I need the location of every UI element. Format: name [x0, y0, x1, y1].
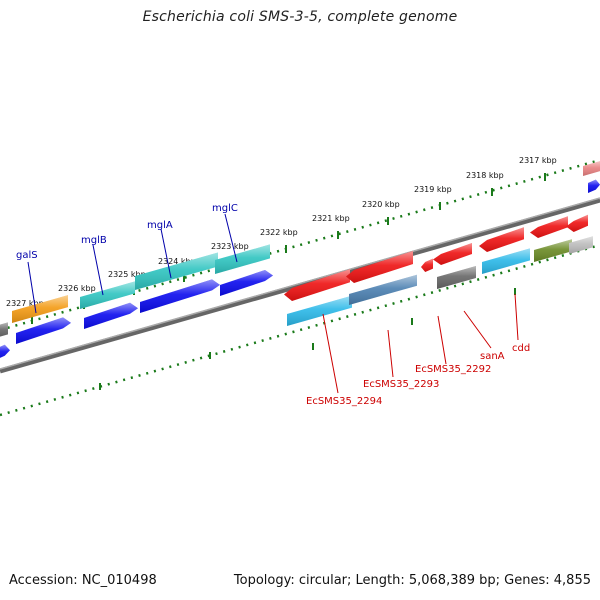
ruler-label: 2322 kbp — [260, 228, 298, 237]
gene-feature-gloss — [482, 248, 530, 274]
ruler-label: 2326 kbp — [58, 284, 96, 293]
gene-feature-gloss — [84, 302, 138, 329]
ruler-label: 2318 kbp — [466, 171, 504, 180]
ruler-label: 2320 kbp — [362, 200, 400, 209]
gene-feature-gloss — [349, 274, 417, 305]
gene-feature-gloss — [0, 322, 8, 337]
gene-feature-gloss — [220, 269, 273, 296]
gene-feature-gloss — [479, 227, 524, 252]
forward-gene-labels: galS mglB mglA mglC — [16, 203, 238, 261]
gene-feature-gloss — [140, 279, 220, 313]
ruler-label: 2325 kbp — [108, 270, 146, 279]
label-leaders — [27, 213, 519, 394]
gene-feature-gloss — [80, 281, 135, 309]
gene-feature-gloss — [566, 214, 588, 232]
gene-feature-gloss — [0, 344, 10, 358]
gene-feature-gloss — [569, 236, 593, 254]
ruler-label: 2321 kbp — [312, 214, 350, 223]
accession-text: Accession: NC_010498 — [9, 573, 157, 588]
gene-label-cdd[interactable]: cdd — [512, 343, 530, 354]
gene-label-mglA[interactable]: mglA — [147, 220, 173, 231]
gene-label-EcSMS35_2293[interactable]: EcSMS35_2293 — [363, 379, 439, 390]
gene-feature-gloss — [16, 317, 71, 344]
gene-label-mglB[interactable]: mglB — [81, 235, 107, 246]
ruler-label: 2319 kbp — [414, 185, 452, 194]
gene-label-EcSMS35_2294[interactable]: EcSMS35_2294 — [306, 396, 382, 407]
gene-feature-gloss — [433, 242, 472, 265]
gene-label-mglC[interactable]: mglC — [212, 203, 238, 214]
gene-feature-gloss — [12, 295, 68, 323]
genome-title: Escherichia coli SMS-3-5, complete genom… — [142, 9, 458, 25]
gene-features — [0, 161, 600, 358]
gene-feature-gloss — [284, 269, 350, 301]
gene-feature-gloss — [530, 216, 568, 238]
gene-feature-gloss — [437, 265, 476, 289]
gene-feature-gloss — [215, 244, 270, 274]
reverse-gene-labels: cdd sanA EcSMS35_2292 EcSMS35_2293 EcSMS… — [306, 343, 530, 407]
gene-feature-gloss — [135, 252, 218, 290]
gene-label-sanA[interactable]: sanA — [480, 351, 505, 362]
gene-feature-gloss — [287, 295, 352, 326]
ruler-label: 2317 kbp — [519, 156, 557, 165]
ruler-label: 2327 kbp — [6, 299, 44, 308]
gene-label-EcSMS35_2292[interactable]: EcSMS35_2292 — [415, 364, 491, 375]
gene-label-galS[interactable]: galS — [16, 250, 38, 261]
gene-feature-gloss — [346, 251, 413, 283]
genome-summary: Topology: circular; Length: 5,068,389 bp… — [233, 573, 591, 588]
gene-feature-gloss — [421, 258, 433, 272]
reverse-ruler — [0, 243, 600, 417]
ruler-label: 2323 kbp — [211, 242, 249, 251]
gene-feature-gloss — [534, 239, 572, 262]
ruler-label: 2324 kbp — [158, 257, 196, 266]
gene-feature-gloss — [588, 179, 600, 193]
gene-feature-gloss — [583, 161, 600, 176]
